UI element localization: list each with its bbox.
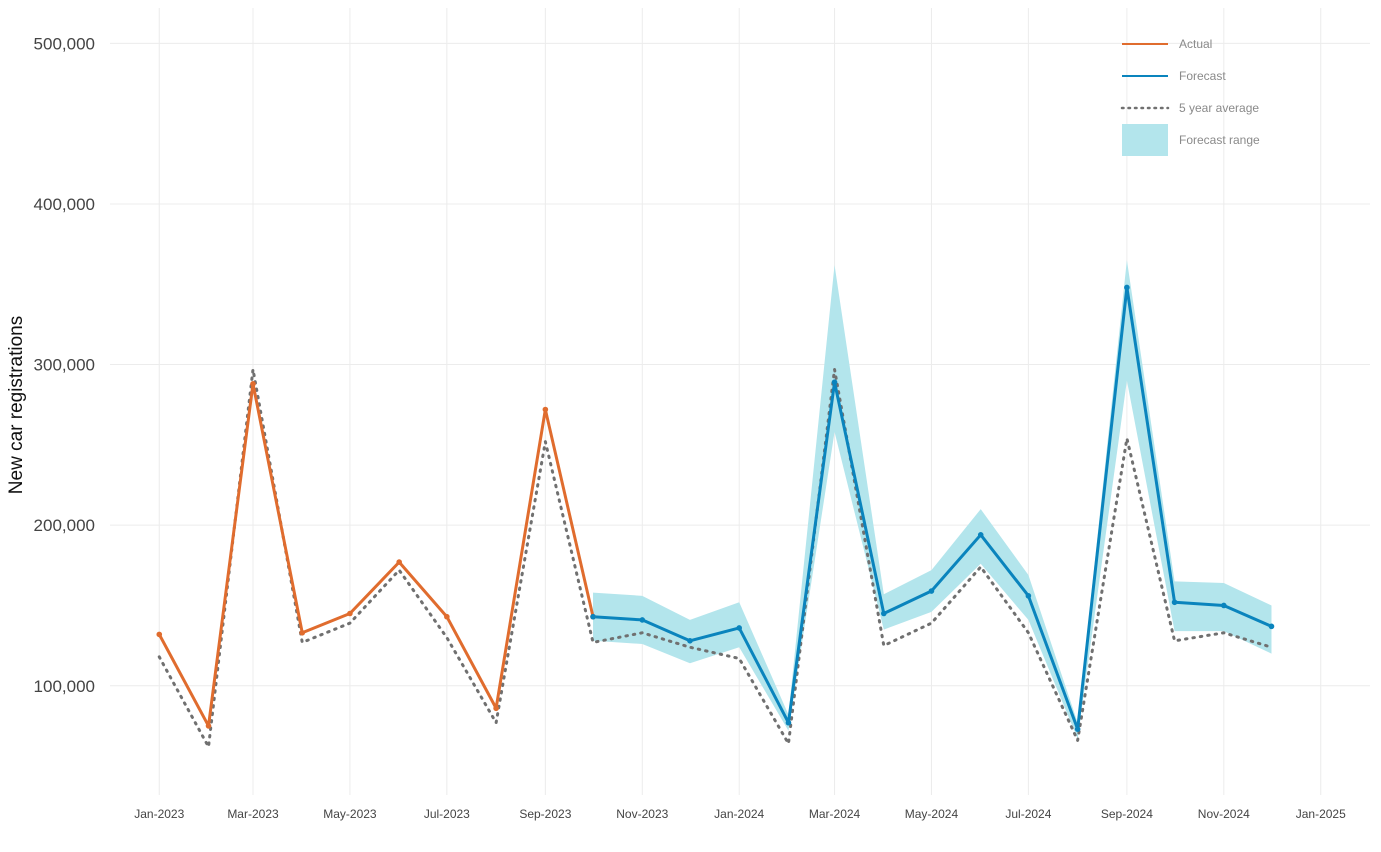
x-tick-label: Jul-2023 xyxy=(424,807,470,821)
x-tick-label: Jan-2023 xyxy=(134,807,184,821)
legend-item-forecast-range: Forecast range xyxy=(1122,124,1260,156)
data-point xyxy=(928,588,935,594)
x-tick-label: Nov-2024 xyxy=(1198,807,1250,821)
x-tick-label: Jan-2024 xyxy=(714,807,764,821)
data-point xyxy=(1074,726,1081,732)
data-point xyxy=(687,638,693,644)
data-point xyxy=(880,610,887,617)
series-line-forecast xyxy=(591,285,1273,731)
data-point xyxy=(299,629,306,636)
data-point xyxy=(396,559,402,565)
legend-swatch xyxy=(1122,124,1168,156)
x-tick-label: Jan-2025 xyxy=(1296,807,1346,821)
series-points xyxy=(156,284,1275,732)
x-tick-label: Sep-2024 xyxy=(1101,807,1153,821)
data-point xyxy=(156,631,163,638)
data-point xyxy=(831,379,838,386)
data-point xyxy=(977,532,984,538)
data-point xyxy=(493,705,499,712)
data-point xyxy=(1025,593,1032,599)
data-point xyxy=(639,617,646,623)
series-line-5-year-average xyxy=(157,367,1273,749)
y-tick-label: 300,000 xyxy=(34,356,95,375)
data-point xyxy=(347,610,353,617)
data-point xyxy=(736,625,743,631)
x-tick-label: Sep-2023 xyxy=(519,807,571,821)
grid xyxy=(110,8,1370,795)
series-line-actual xyxy=(157,382,595,728)
data-point xyxy=(590,613,596,620)
y-axis-label: New car registrations xyxy=(6,316,27,494)
forecast-range-area xyxy=(593,260,1272,739)
x-axis-ticks: Jan-2023 Mar-2023 May-2023 Jul-2023 Sep-2023… xyxy=(134,807,1346,821)
data-point xyxy=(444,613,450,620)
data-point xyxy=(1124,284,1130,291)
forecast-range-band xyxy=(593,260,1272,739)
data-point xyxy=(205,723,212,729)
legend-label: Actual xyxy=(1179,37,1212,51)
y-tick-label: 500,000 xyxy=(34,34,95,53)
legend: Actual Forecast 5 year average Forecast ran… xyxy=(1120,37,1260,156)
x-tick-label: Nov-2023 xyxy=(616,807,668,821)
x-tick-label: Jul-2024 xyxy=(1005,807,1051,821)
data-point xyxy=(250,381,256,387)
legend-item-5-year-average: 5 year average xyxy=(1120,101,1259,115)
legend-label: Forecast xyxy=(1179,69,1226,83)
x-tick-label: Mar-2024 xyxy=(809,807,861,821)
data-point xyxy=(785,719,792,726)
y-tick-label: 200,000 xyxy=(34,516,95,535)
legend-item-actual: Actual xyxy=(1122,37,1212,51)
x-tick-label: May-2023 xyxy=(323,807,377,821)
data-point xyxy=(1268,623,1275,630)
x-tick-label: Mar-2023 xyxy=(227,807,279,821)
data-point xyxy=(1171,599,1178,606)
legend-label: Forecast range xyxy=(1179,133,1260,147)
data-point xyxy=(1221,602,1227,609)
legend-label: 5 year average xyxy=(1179,101,1259,115)
legend-item-forecast: Forecast xyxy=(1122,69,1226,83)
data-point xyxy=(542,406,549,413)
y-axis-ticks: 100,000 200,000 300,000 400,000 500,000 xyxy=(34,34,95,695)
y-tick-label: 400,000 xyxy=(34,195,95,214)
x-tick-label: May-2024 xyxy=(905,807,959,821)
y-tick-label: 100,000 xyxy=(34,677,95,696)
